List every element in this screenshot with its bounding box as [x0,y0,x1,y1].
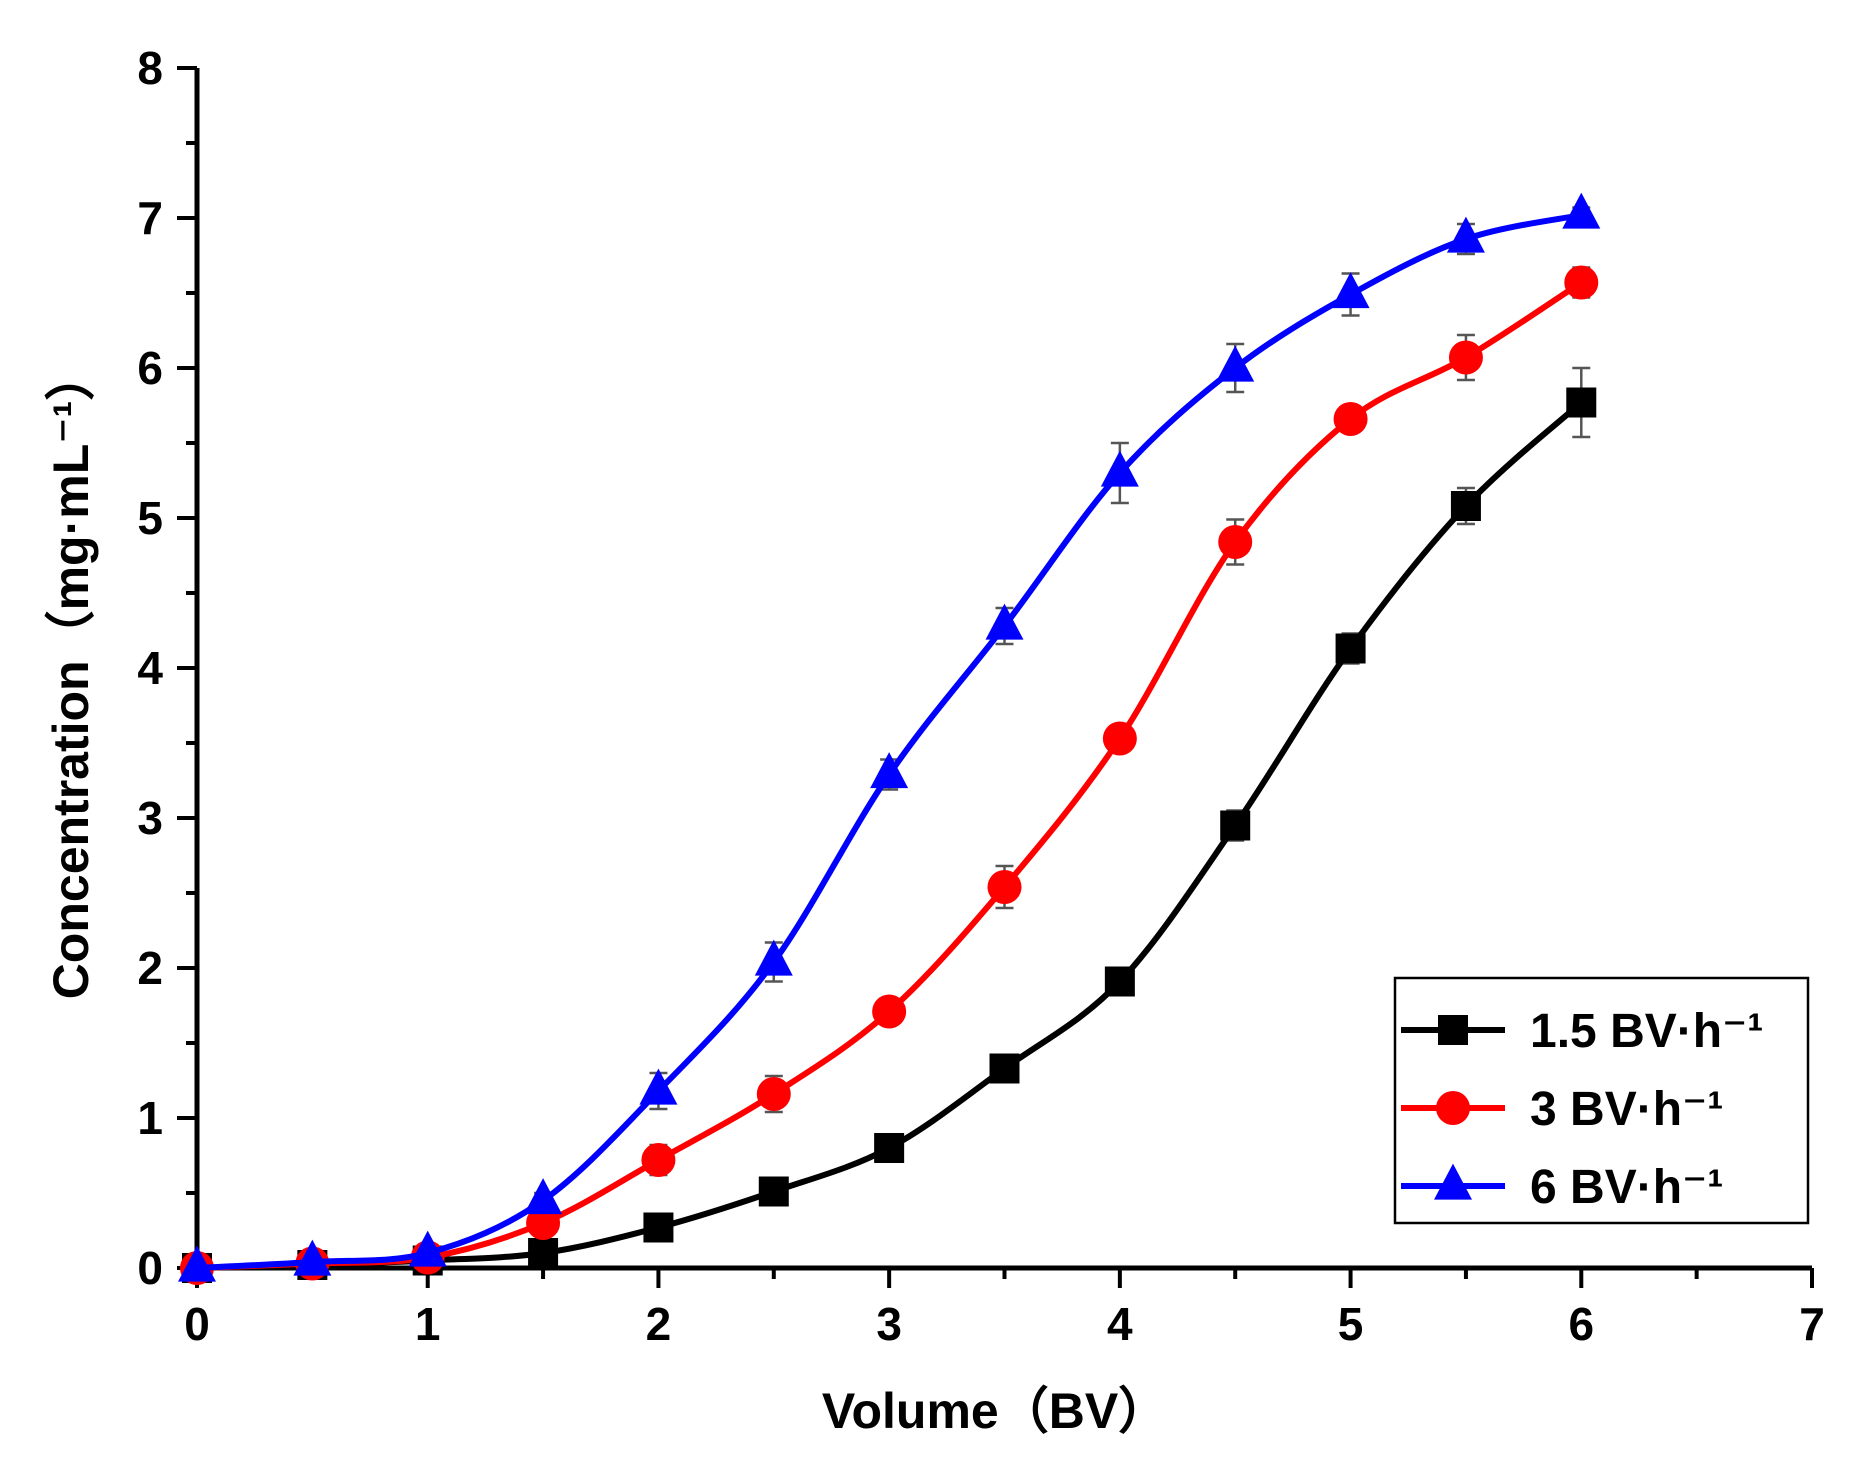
data-point [1220,810,1251,841]
data-point [639,1068,678,1105]
legend-label: 6 BV·h⁻¹ [1530,1161,1723,1214]
data-point [1100,450,1139,487]
data-point [1450,491,1481,521]
data-point [293,1239,332,1276]
x-tick-label: 6 [1568,1298,1594,1350]
x-tick-label: 5 [1338,1298,1364,1350]
legend-item: 6 BV·h⁻¹ [1401,1161,1723,1214]
y-tick-label: 7 [137,192,163,244]
legend: 1.5 BV·h⁻¹ 3 BV·h⁻¹ 6 BV·h⁻¹ [1393,976,1810,1225]
data-point [874,1133,905,1163]
data-point [1335,633,1366,664]
y-tick-label: 0 [137,1242,163,1294]
y-tick-label: 8 [137,42,163,94]
y-tick-label: 5 [137,492,163,544]
legend-label: 1.5 BV·h⁻¹ [1530,1005,1763,1058]
data-point [1331,272,1370,309]
x-tick-label: 1 [415,1298,441,1350]
data-point [1333,402,1368,436]
data-point [408,1230,447,1267]
legend-marker [1434,1163,1472,1200]
series-line [196,212,1582,1271]
series-3 [178,192,1601,1282]
data-point [526,1206,561,1240]
data-point [987,870,1022,904]
x-tick-label: 4 [1107,1298,1133,1350]
series-line [196,400,1584,1271]
data-point [1446,216,1485,253]
legend-item: 1.5 BV·h⁻¹ [1401,1005,1763,1058]
y-tick-label: 3 [137,792,163,844]
data-point [872,994,907,1029]
axes: 0 1 2 3 4 5 6 7 0 1 2 3 4 5 6 7 8 [137,42,1824,1350]
legend-label: 3 BV·h⁻¹ [1530,1083,1723,1136]
data-point [1102,721,1137,756]
data-point [641,1143,676,1177]
x-tick-label: 0 [184,1298,210,1350]
series-layer [178,192,1601,1285]
series-1 [182,366,1597,1283]
data-point [754,939,793,976]
data-point [178,1245,216,1282]
data-point [1564,265,1599,300]
data-point [1218,525,1253,559]
legend-item: 3 BV·h⁻¹ [1401,1083,1723,1136]
data-point [758,1176,789,1207]
data-point [528,1238,559,1268]
data-point [1104,966,1135,997]
data-point [643,1212,674,1243]
data-point [870,752,909,789]
data-point [985,603,1024,640]
data-point [756,1077,791,1111]
legend-marker [1438,1015,1468,1045]
data-point [1562,192,1601,229]
x-tick-label: 2 [646,1298,672,1350]
y-tick-label: 2 [137,942,163,994]
y-axis-title: Concentration（mg·mL⁻¹） [43,351,99,1000]
x-tick-label: 3 [876,1298,902,1350]
legend-marker [1436,1091,1470,1125]
data-point [1448,340,1483,375]
data-point [989,1053,1020,1084]
y-tick-label: 1 [137,1092,163,1144]
data-point [1566,387,1597,418]
data-point [524,1178,563,1215]
y-tick-label: 6 [137,342,163,394]
data-point [1216,345,1255,382]
y-tick-label: 4 [137,642,163,694]
x-axis-title: Volume（BV） [822,1383,1168,1439]
x-tick-label: 7 [1799,1298,1825,1350]
